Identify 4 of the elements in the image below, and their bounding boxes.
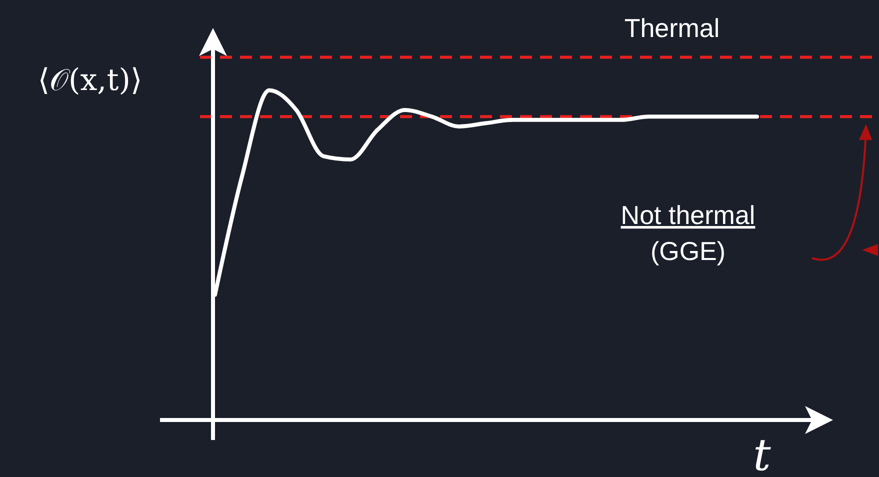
y-axis-title: ⟨𝒪(x,t)⟩ [38,63,142,98]
x-axis-title: t [753,430,772,477]
annotation: Not thermal (GGE) [620,200,756,266]
ref-line-label: Thermal [624,13,720,44]
